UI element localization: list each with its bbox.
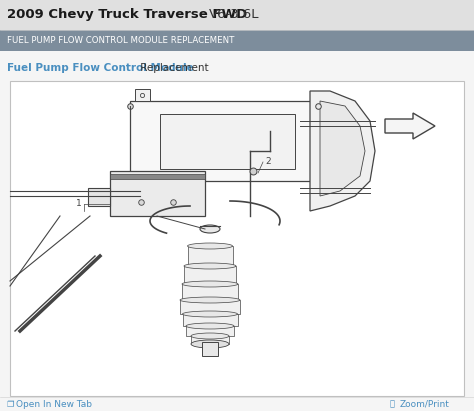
Ellipse shape [182, 281, 238, 287]
Bar [110, 171, 205, 216]
Bar [110, 174, 205, 179]
Text: Open In New Tab: Open In New Tab [16, 399, 92, 409]
Bar [191, 336, 229, 344]
Text: 1: 1 [76, 199, 82, 208]
Polygon shape [385, 113, 435, 139]
Ellipse shape [200, 225, 220, 233]
Bar [130, 101, 330, 181]
Bar [0, 0, 474, 30]
Ellipse shape [186, 323, 234, 329]
Text: 2: 2 [265, 157, 271, 166]
Polygon shape [320, 101, 365, 196]
Bar [188, 246, 233, 266]
Ellipse shape [182, 311, 237, 317]
Bar [202, 342, 218, 356]
Bar [135, 89, 150, 101]
Text: V6-3.6L: V6-3.6L [209, 9, 259, 21]
Text: ❐: ❐ [7, 399, 15, 409]
Text: 2009 Chevy Truck Traverse FWD: 2009 Chevy Truck Traverse FWD [7, 9, 247, 21]
Polygon shape [310, 91, 375, 211]
Bar [182, 284, 238, 300]
Bar [186, 326, 234, 336]
Bar [180, 300, 240, 314]
Bar [0, 30, 474, 51]
Bar [0, 397, 474, 411]
Bar [10, 81, 464, 396]
Bar [160, 114, 295, 169]
Text: Zoom/Print: Zoom/Print [400, 399, 450, 409]
Ellipse shape [191, 340, 229, 348]
Ellipse shape [184, 263, 236, 269]
Bar [184, 266, 236, 284]
Bar [0, 51, 474, 411]
Text: 🔍: 🔍 [390, 399, 395, 409]
Text: Fuel Pump Flow Control Module: Fuel Pump Flow Control Module [7, 63, 194, 73]
Ellipse shape [188, 243, 233, 249]
Bar [183, 314, 238, 326]
Text: FUEL PUMP FLOW CONTROL MODULE REPLACEMENT: FUEL PUMP FLOW CONTROL MODULE REPLACEMEN… [7, 36, 234, 45]
Text: Replacement: Replacement [137, 63, 209, 73]
Ellipse shape [191, 333, 229, 339]
Ellipse shape [180, 297, 240, 303]
Bar [88, 188, 110, 206]
